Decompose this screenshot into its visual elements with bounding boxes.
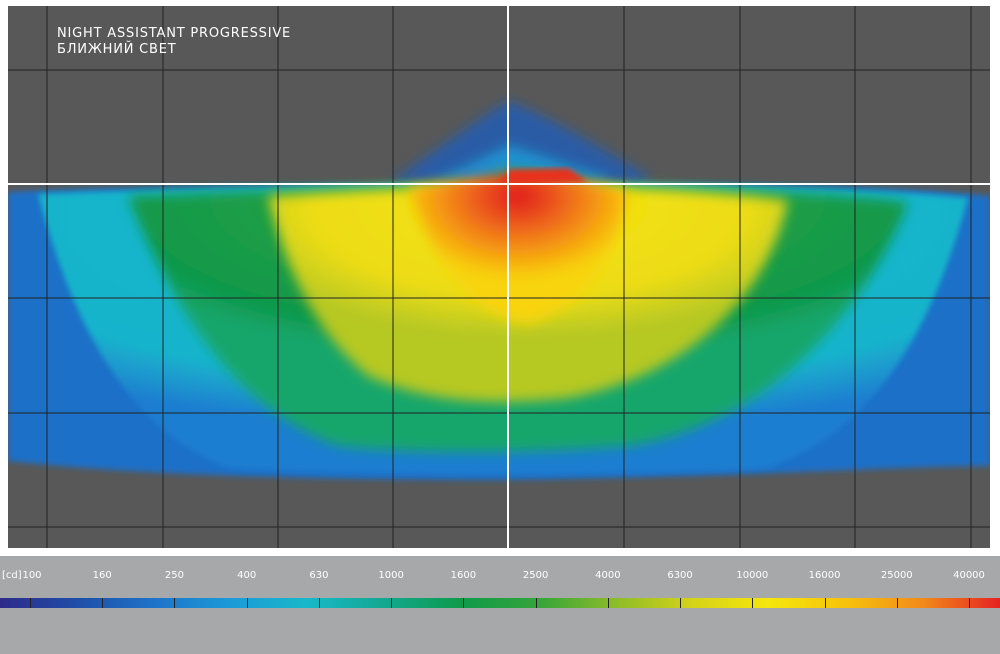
title-line-2: БЛИЖНИЙ СВЕТ: [57, 42, 177, 57]
colorbar-tick: [536, 598, 537, 608]
colorbar-tick: [752, 598, 753, 608]
chart-title: NIGHT ASSISTANT PROGRESSIVE БЛИЖНИЙ СВЕТ: [57, 26, 291, 58]
colorbar-tick: [825, 598, 826, 608]
legend-tick-label: 2500: [522, 570, 549, 581]
legend-tick-label: 100: [22, 570, 42, 581]
legend-tick-label: 25000: [880, 570, 913, 581]
colorbar-ticks: [0, 598, 1000, 608]
heatmap-plot: NIGHT ASSISTANT PROGRESSIVE БЛИЖНИЙ СВЕТ: [8, 6, 990, 548]
title-line-1: NIGHT ASSISTANT PROGRESSIVE: [57, 26, 292, 41]
colorbar-tick: [174, 598, 175, 608]
legend-tick-label: 10000: [736, 570, 769, 581]
center-axes: [8, 6, 990, 548]
legend-tick-label: 400: [237, 570, 257, 581]
colorbar-tick: [247, 598, 248, 608]
colorbar-tick: [680, 598, 681, 608]
colorbar-tick: [608, 598, 609, 608]
legend-tick-label: 250: [164, 570, 184, 581]
colorbar-gradient: [0, 598, 1000, 608]
legend-unit-label: [cd]: [2, 570, 22, 581]
colorbar-tick: [897, 598, 898, 608]
legend-tick-label: 40000: [953, 570, 985, 581]
beam-hotspot: [408, 174, 628, 324]
legend-tick-label: 630: [309, 570, 329, 581]
colorbar-tick: [30, 598, 31, 608]
legend-tick-label: 1600: [450, 570, 477, 581]
colorbar-tick: [319, 598, 320, 608]
colorbar-tick: [463, 598, 464, 608]
heatmap-svg: [8, 6, 990, 548]
legend-tick-label: 1000: [378, 570, 404, 581]
colorbar-tick: [102, 598, 103, 608]
legend-tick-label: 160: [92, 570, 112, 581]
colorbar-tick: [391, 598, 392, 608]
colorbar: [0, 598, 1000, 608]
colorbar-tick: [969, 598, 970, 608]
legend-tick-label: 16000: [808, 570, 841, 581]
legend-tick-label: 4000: [595, 570, 621, 581]
legend-area: [cd] 100 160 250 400 630 1000 1600 2500 4000 6300…: [0, 556, 1000, 654]
heatmap-frame: NIGHT ASSISTANT PROGRESSIVE БЛИЖНИЙ СВЕТ: [8, 6, 990, 548]
cutoff-step: [498, 168, 588, 184]
grid-lines: [8, 6, 990, 548]
legend-tick-label: 6300: [667, 570, 693, 581]
